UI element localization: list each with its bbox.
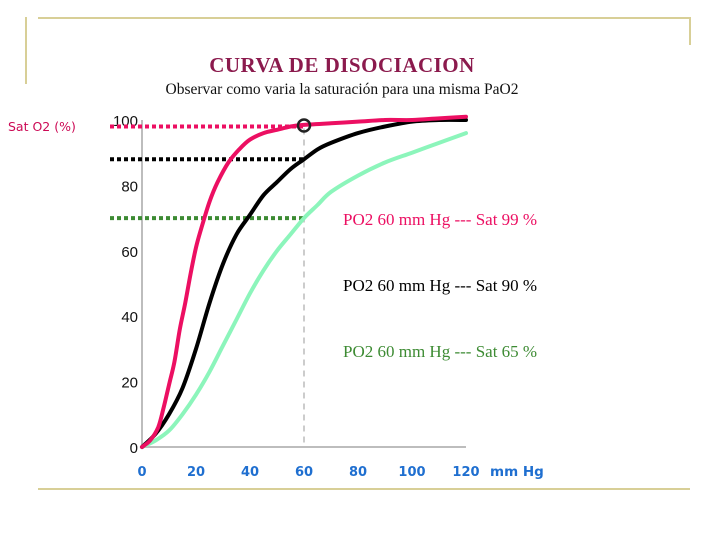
annotation-label: PO2 60 mm Hg --- Sat 99 % — [343, 210, 537, 229]
chart-subtitle: Observar como varia la saturación para u… — [166, 81, 519, 98]
x-tick-label: 120 — [452, 465, 479, 480]
slide-top-rule — [38, 17, 690, 19]
y-tick-label: 20 — [121, 375, 138, 392]
series-line — [140, 131, 468, 449]
x-tick-label: 20 — [187, 465, 205, 480]
marker-circle — [296, 118, 312, 133]
x-axis-unit-label: mm Hg — [490, 464, 544, 480]
y-tick-label: 0 — [130, 440, 138, 457]
annotation-label: PO2 60 mm Hg --- Sat 65 % — [343, 342, 537, 361]
x-tick-label: 80 — [349, 465, 367, 480]
y-tick-label: 40 — [121, 309, 138, 326]
x-tick-label: 40 — [241, 465, 259, 480]
x-tick-label: 0 — [137, 465, 146, 480]
y-tick-label: 80 — [121, 178, 138, 195]
slide-left-rule — [25, 17, 27, 84]
annotation-label: PO2 60 mm Hg --- Sat 90 % — [343, 276, 537, 295]
series-line — [140, 114, 468, 449]
y-tick-label: 60 — [121, 244, 138, 261]
slide-right-rule — [689, 17, 691, 45]
chart-title: CURVA DE DISOCIACION — [209, 53, 475, 77]
x-tick-label: 60 — [295, 465, 313, 480]
series-line — [140, 117, 468, 449]
x-tick-label: 100 — [398, 465, 425, 480]
slide-bottom-rule — [38, 488, 690, 490]
y-axis-label: Sat O2 (%) — [8, 119, 76, 134]
